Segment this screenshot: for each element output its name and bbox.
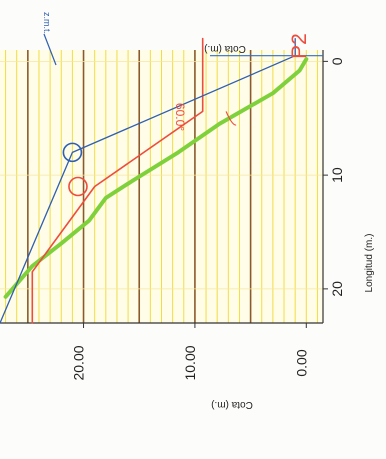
y-axis-label: Cota (m.) <box>211 399 253 410</box>
x-tick-label: 10 <box>329 167 345 183</box>
angle-arc <box>225 111 237 126</box>
series-layer <box>0 37 309 324</box>
blue-circle-marker <box>62 142 83 163</box>
red-circle-marker <box>68 176 88 197</box>
x-axis-label: Longitud (m.) <box>364 234 375 293</box>
y-tick-label: 0.00 <box>293 349 309 376</box>
zmt-leader-line <box>43 33 57 66</box>
y-tick-label: 10.00 <box>182 345 198 380</box>
x-tick-label: 0 <box>329 57 345 65</box>
series-0-line <box>3 57 309 299</box>
zmt-annotation: z.m.t. <box>42 12 52 34</box>
angle-annotation: 60.0° <box>173 103 187 131</box>
series-1-line <box>31 37 204 324</box>
tick-labels: 0 10 20 0.00 10.00 20.00 <box>71 57 345 380</box>
y-axis-label-secondary: Cota (m.) <box>204 43 246 54</box>
series-2-line <box>0 37 296 324</box>
y-tick-label: 20.00 <box>71 345 87 380</box>
zmt-annotation-group: z.m.t. <box>42 12 57 66</box>
axes <box>0 50 324 324</box>
markers <box>62 142 88 197</box>
x-tick-label: 20 <box>329 281 345 297</box>
chart-title: P2 <box>288 33 311 59</box>
